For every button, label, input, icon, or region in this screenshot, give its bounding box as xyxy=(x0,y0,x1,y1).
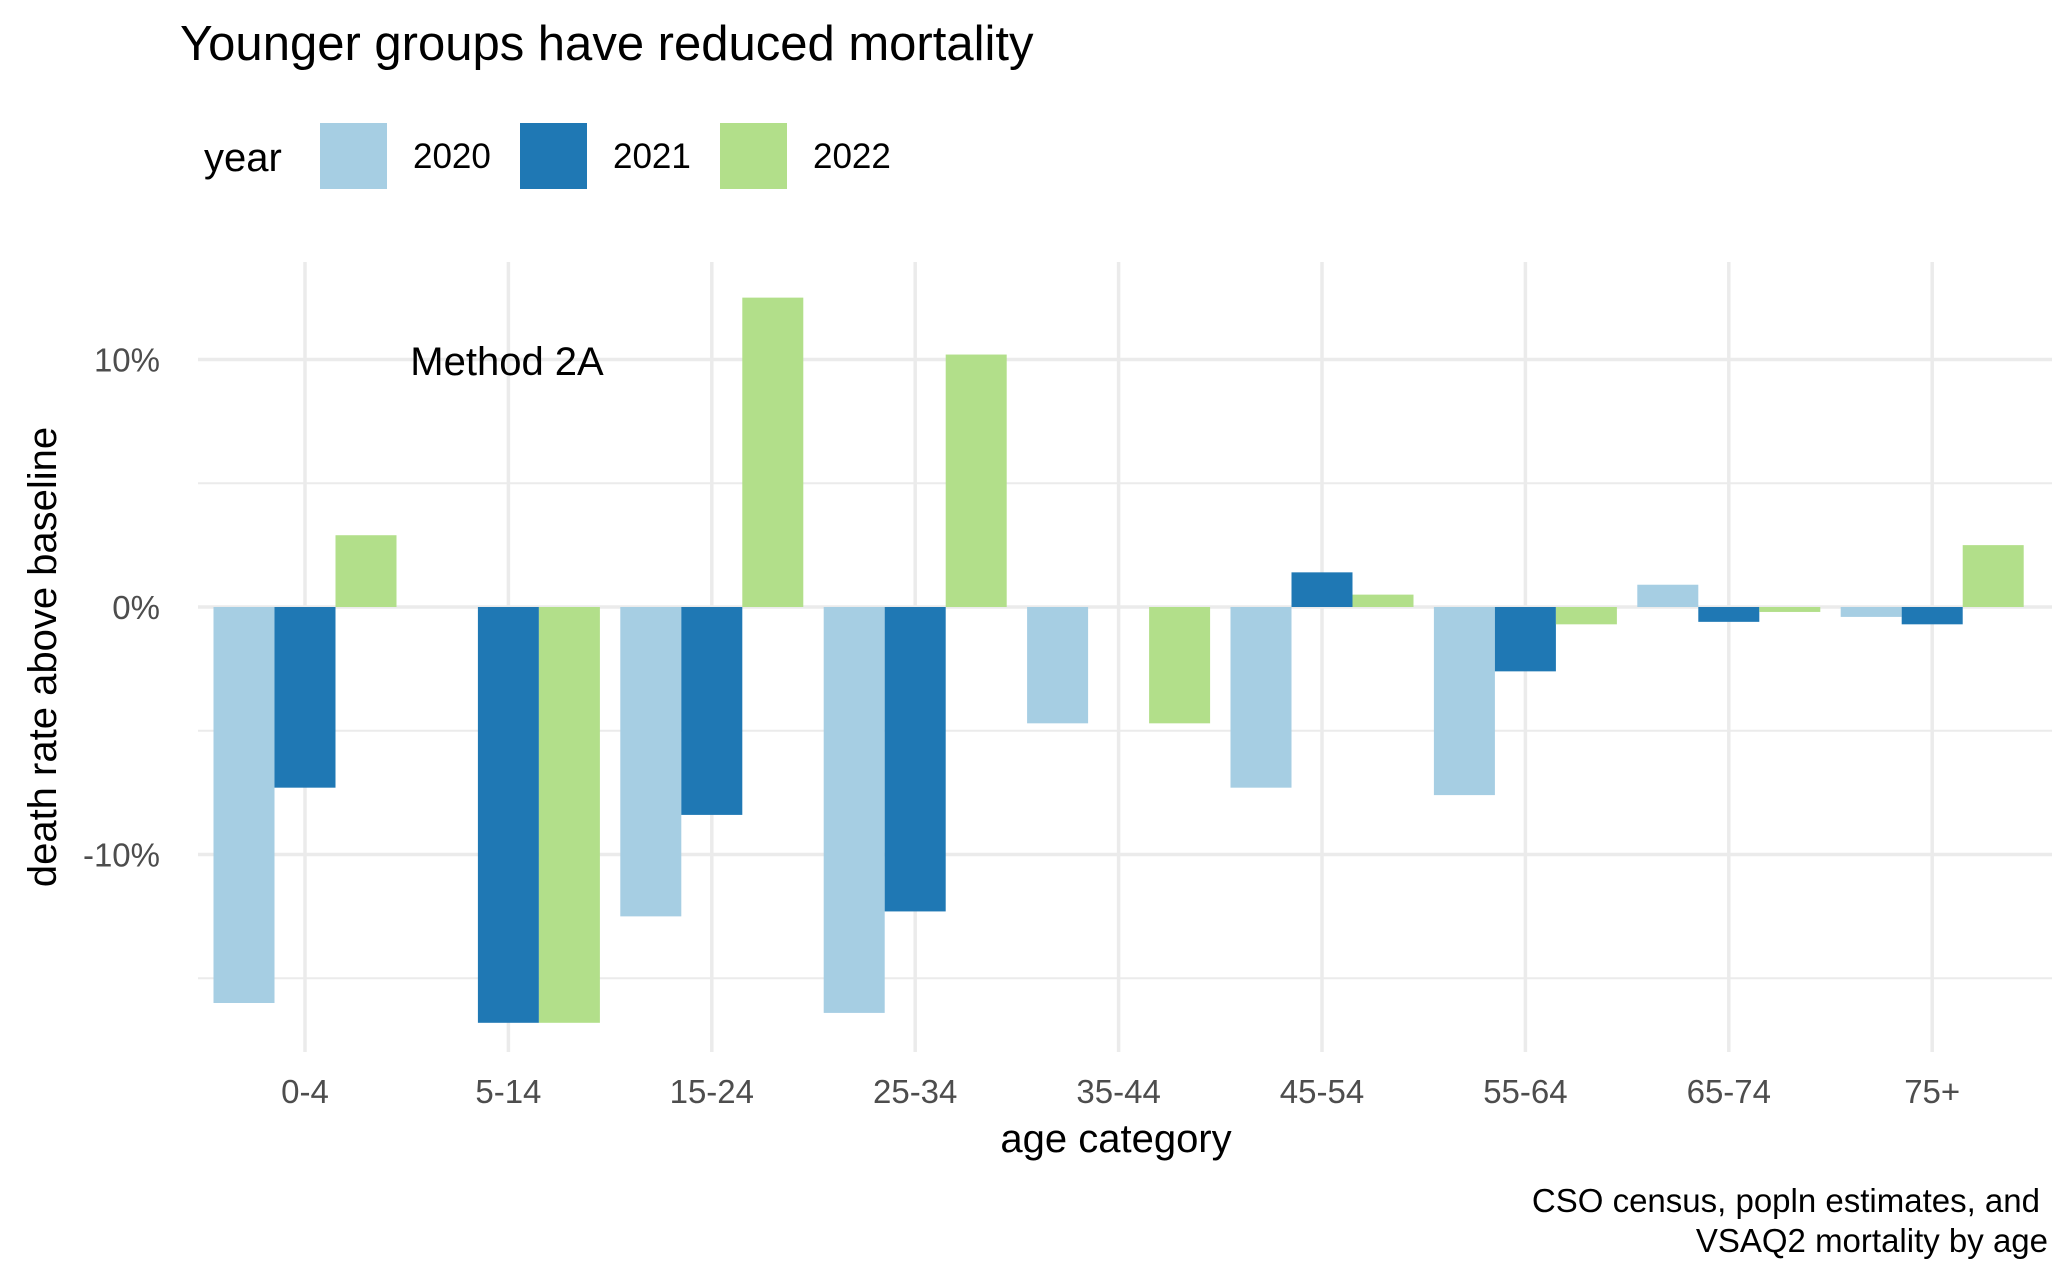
x-tick-label: 35-44 xyxy=(1076,1073,1160,1110)
bar-2020-45-54 xyxy=(1230,607,1292,788)
x-axis-label: age category xyxy=(1000,1117,1231,1161)
legend-item-2022: 2022 xyxy=(720,123,891,189)
legend-item-2020: 2020 xyxy=(320,123,491,189)
x-tick-label: 25-34 xyxy=(873,1073,957,1110)
x-tick-label: 15-24 xyxy=(670,1073,754,1110)
bar-2020-55-64 xyxy=(1433,607,1495,796)
bar-2020-15-24 xyxy=(620,607,682,917)
legend-key xyxy=(520,123,587,189)
x-tick-label: 45-54 xyxy=(1280,1073,1364,1110)
y-axis-label: death rate above baseline xyxy=(21,427,65,887)
legend-label: 2021 xyxy=(613,137,691,176)
bar-2020-35-44 xyxy=(1027,607,1089,724)
x-tick-label: 0-4 xyxy=(281,1073,329,1110)
chart-title: Younger groups have reduced mortality xyxy=(180,17,1034,71)
legend: year 2020 2021 2022 xyxy=(204,123,891,189)
bar-2021-0-4 xyxy=(274,607,336,788)
y-axis-ticks: 10% 0% -10% xyxy=(83,342,160,874)
bar-2021-75+ xyxy=(1901,607,1963,625)
bar-2021-25-34 xyxy=(884,607,946,912)
bar-2021-55-64 xyxy=(1494,607,1556,672)
bar-2022-15-24 xyxy=(742,297,804,607)
x-tick-label: 75+ xyxy=(1904,1073,1960,1110)
y-tick-label: -10% xyxy=(83,837,160,874)
bar-2022-5-14 xyxy=(538,607,600,1023)
bar-2022-25-34 xyxy=(945,354,1007,607)
x-tick-label: 5-14 xyxy=(475,1073,541,1110)
bar-2021-15-24 xyxy=(681,607,743,815)
x-tick-label: 65-74 xyxy=(1687,1073,1771,1110)
bar-2022-65-74 xyxy=(1759,607,1821,612)
bar-2022-35-44 xyxy=(1149,607,1211,724)
bar-2021-65-74 xyxy=(1698,607,1760,622)
x-tick-label: 55-64 xyxy=(1483,1073,1567,1110)
y-tick-label: 10% xyxy=(94,342,160,379)
legend-label: 2020 xyxy=(413,137,491,176)
bar-2020-65-74 xyxy=(1637,584,1699,607)
caption-line-1: CSO census, popln estimates, and xyxy=(1532,1182,2040,1219)
y-tick-label: 0% xyxy=(112,589,160,626)
bar-2020-25-34 xyxy=(823,607,885,1013)
legend-key xyxy=(320,123,387,189)
bar-2021-45-54 xyxy=(1291,572,1353,607)
bar-2022-45-54 xyxy=(1352,594,1414,607)
bar-2022-75+ xyxy=(1962,545,2024,607)
legend-key xyxy=(720,123,787,189)
bar-2021-5-14 xyxy=(477,607,539,1023)
bar-2020-0-4 xyxy=(213,607,275,1003)
legend-item-2021: 2021 xyxy=(520,123,691,189)
bar-2022-55-64 xyxy=(1555,607,1617,625)
legend-title: year xyxy=(204,136,282,180)
x-axis-ticks: 0-4 5-14 15-24 25-34 35-44 45-54 55-64 65-74 75+ xyxy=(281,1073,1960,1110)
bar-2022-0-4 xyxy=(335,535,397,607)
legend-label: 2022 xyxy=(813,137,891,176)
bars xyxy=(213,297,2024,1023)
method-annotation: Method 2A xyxy=(410,340,604,384)
caption-line-2: VSAQ2 mortality by age xyxy=(1696,1222,2048,1259)
bar-2020-75+ xyxy=(1840,607,1902,617)
